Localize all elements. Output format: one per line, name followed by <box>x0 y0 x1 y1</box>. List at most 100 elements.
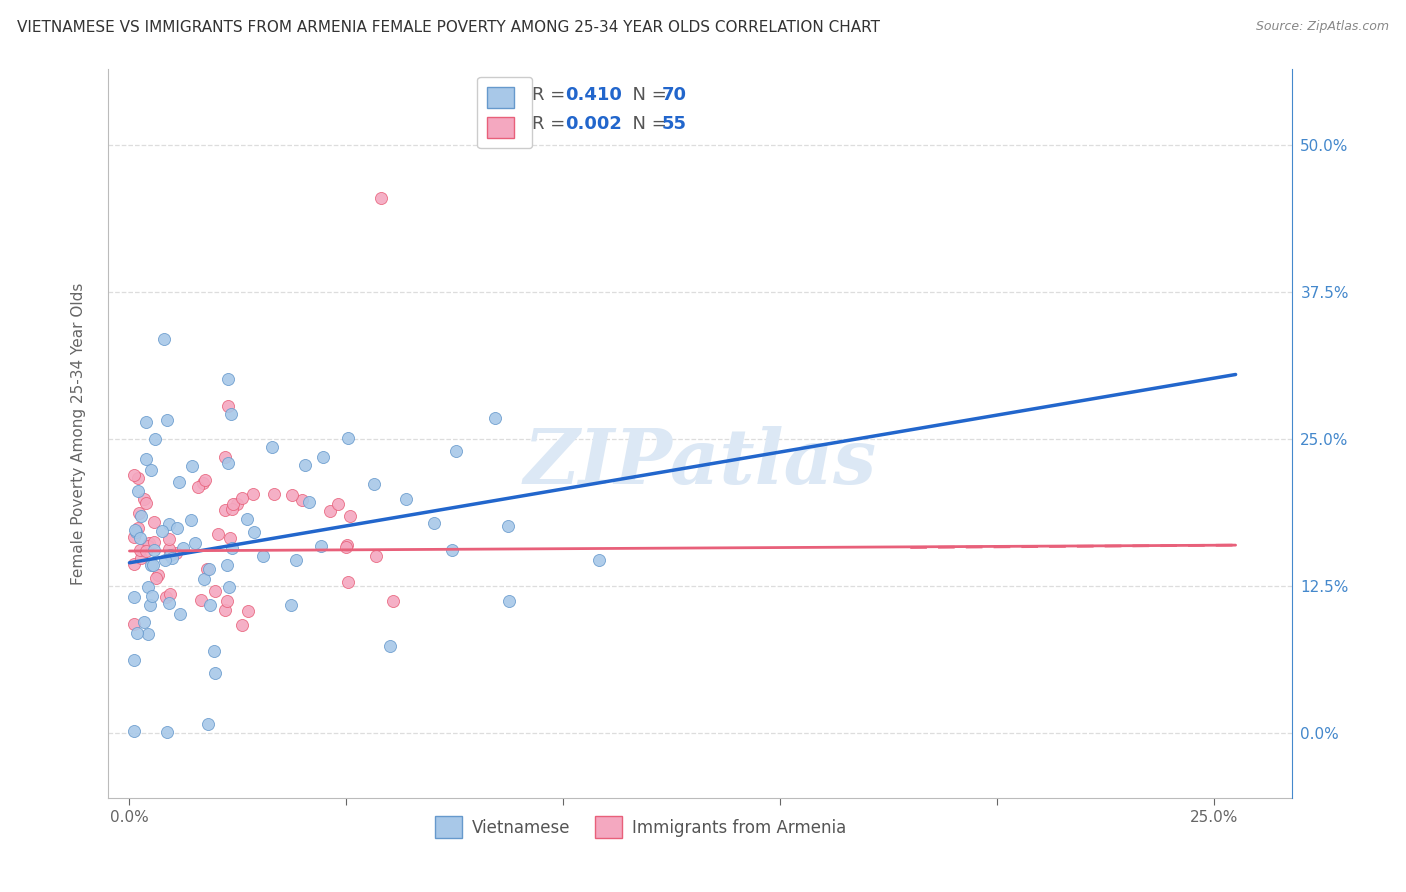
Point <box>363 477 385 491</box>
Point <box>146 567 169 582</box>
Point <box>160 550 183 565</box>
Point <box>496 519 519 533</box>
Point <box>243 525 266 540</box>
Point <box>190 592 212 607</box>
Point <box>262 440 284 454</box>
Point <box>217 399 239 413</box>
Point <box>280 598 302 612</box>
Point <box>588 553 610 567</box>
Y-axis label: Female Poverty Among 25-34 Year Olds: Female Poverty Among 25-34 Year Olds <box>72 282 86 584</box>
Point <box>128 542 150 557</box>
Point <box>125 625 148 640</box>
Point <box>122 590 145 604</box>
Point <box>150 524 173 538</box>
Point <box>155 552 177 566</box>
Text: 55: 55 <box>662 115 688 133</box>
Point <box>366 549 388 564</box>
Point <box>263 487 285 501</box>
Point <box>252 549 274 563</box>
Text: Source: ZipAtlas.com: Source: ZipAtlas.com <box>1256 20 1389 33</box>
Point <box>221 502 243 516</box>
Point <box>135 496 157 510</box>
Point <box>318 504 340 518</box>
Point <box>122 616 145 631</box>
Point <box>156 725 179 739</box>
Point <box>145 571 167 585</box>
Point <box>136 580 159 594</box>
Point <box>181 459 204 474</box>
Point <box>135 452 157 467</box>
Point <box>122 557 145 571</box>
Point <box>381 593 404 607</box>
Point <box>167 475 190 489</box>
Point <box>194 473 217 487</box>
Point <box>157 541 180 556</box>
Point <box>242 487 264 501</box>
Point <box>136 626 159 640</box>
Point <box>231 618 253 632</box>
Point <box>294 458 316 473</box>
Point <box>180 513 202 527</box>
Point <box>143 516 166 530</box>
Point <box>172 541 194 555</box>
Point <box>125 525 148 540</box>
Point <box>165 545 187 559</box>
Point <box>169 607 191 621</box>
Point <box>217 372 239 386</box>
Point <box>122 653 145 667</box>
Point <box>135 415 157 429</box>
Point <box>122 467 145 482</box>
Point <box>312 450 335 464</box>
Point <box>136 539 159 553</box>
Text: R =: R = <box>531 115 571 133</box>
Point <box>221 541 243 555</box>
Point <box>159 587 181 601</box>
Point <box>219 408 242 422</box>
Point <box>422 516 444 531</box>
Point <box>152 332 174 346</box>
Point <box>193 572 215 586</box>
Point <box>285 553 308 567</box>
Point <box>195 562 218 576</box>
Point <box>298 495 321 509</box>
Text: N =: N = <box>620 115 672 133</box>
Point <box>141 589 163 603</box>
Point <box>141 463 163 477</box>
Point <box>231 491 253 505</box>
Point <box>498 594 520 608</box>
Point <box>395 491 418 506</box>
Point <box>141 558 163 573</box>
Point <box>127 484 149 499</box>
Point <box>129 551 152 566</box>
Point <box>127 521 149 535</box>
Point <box>219 531 242 545</box>
Point <box>135 543 157 558</box>
Point <box>309 539 332 553</box>
Point <box>335 538 357 552</box>
Point <box>157 596 180 610</box>
Point <box>226 497 249 511</box>
Point <box>370 191 392 205</box>
Point <box>157 532 180 546</box>
Point <box>440 543 463 558</box>
Point <box>142 543 165 558</box>
Point <box>218 581 240 595</box>
Point <box>207 527 229 541</box>
Point <box>138 598 160 612</box>
Point <box>156 413 179 427</box>
Point <box>122 530 145 544</box>
Point <box>184 536 207 550</box>
Text: VIETNAMESE VS IMMIGRANTS FROM ARMENIA FEMALE POVERTY AMONG 25-34 YEAR OLDS CORRE: VIETNAMESE VS IMMIGRANTS FROM ARMENIA FE… <box>17 20 880 35</box>
Point <box>336 574 359 589</box>
Text: N =: N = <box>620 86 672 103</box>
Point <box>197 717 219 731</box>
Point <box>142 558 165 573</box>
Point <box>124 724 146 739</box>
Point <box>238 604 260 618</box>
Point <box>339 509 361 524</box>
Text: 0.410: 0.410 <box>565 86 621 103</box>
Point <box>166 521 188 535</box>
Point <box>378 639 401 653</box>
Point <box>128 507 150 521</box>
Point <box>132 615 155 630</box>
